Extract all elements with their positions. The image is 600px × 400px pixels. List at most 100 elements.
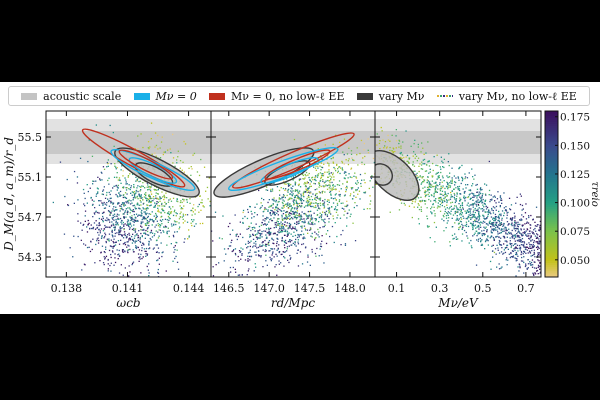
scatter-point (80, 222, 82, 224)
scatter-point (275, 201, 277, 203)
scatter-point (321, 166, 324, 169)
scatter-point (520, 239, 522, 241)
legend-item-vary-mnu-no-lowl: vary Mν, no low-ℓ EE (436, 90, 577, 103)
scatter-point (436, 154, 438, 156)
scatter-point (132, 205, 134, 207)
scatter-point (132, 209, 134, 211)
scatter-point (476, 191, 478, 193)
scatter-point (434, 213, 436, 215)
scatter-point (420, 196, 422, 198)
scatter-point (142, 256, 144, 258)
scatter-point (532, 246, 534, 248)
scatter-point (326, 171, 328, 173)
scatter-point (265, 250, 267, 252)
scatter-point (520, 260, 523, 262)
scatter-point (494, 200, 496, 202)
scatter-point (307, 215, 309, 217)
scatter-point (494, 207, 496, 209)
scatter-point (338, 166, 341, 168)
scatter-point (97, 188, 99, 190)
scatter-point (537, 264, 540, 266)
scatter-point (255, 254, 257, 256)
scatter-point (500, 222, 502, 224)
scatter-point (267, 217, 269, 219)
scatter-point (307, 182, 309, 184)
scatter-point (123, 225, 125, 227)
scatter-point (161, 136, 163, 138)
scatter-point (478, 214, 480, 216)
scatter-point (318, 183, 320, 185)
scatter-point (108, 205, 111, 207)
scatter-point (161, 205, 163, 207)
scatter-point (500, 267, 502, 269)
acoustic-band-inner (375, 131, 541, 154)
scatter-point (270, 209, 272, 212)
scatter-point (183, 241, 185, 243)
scatter-point (488, 221, 491, 223)
scatter-point (117, 196, 119, 198)
scatter-point (279, 223, 281, 225)
scatter-point (537, 246, 539, 248)
scatter-point (133, 221, 135, 223)
scatter-point (103, 201, 105, 204)
scatter-point (127, 176, 129, 178)
scatter-point (435, 191, 437, 193)
colorbar-segment (545, 181, 558, 185)
scatter-point (200, 158, 202, 161)
scatter-point (439, 203, 441, 206)
scatter-point (87, 224, 89, 226)
scatter-point (261, 230, 263, 233)
scatter-point (340, 188, 342, 190)
scatter-point (444, 200, 446, 203)
scatter-point (125, 208, 127, 210)
scatter-point (113, 213, 116, 215)
scatter-point (256, 236, 258, 238)
scatter-point (446, 207, 448, 209)
scatter-point (531, 259, 534, 261)
scatter-point (285, 215, 287, 217)
scatter-point (322, 211, 324, 213)
scatter-point (272, 239, 275, 241)
scatter-point (346, 205, 348, 208)
scatter-point (480, 187, 482, 189)
scatter-point (180, 211, 182, 213)
scatter-point (523, 244, 525, 246)
scatter-point (437, 171, 440, 174)
scatter-point (263, 199, 265, 201)
scatter-point (120, 203, 123, 206)
scatter-point (128, 184, 130, 186)
colorbar-segment (545, 260, 558, 263)
scatter-point (469, 193, 471, 195)
scatter-point (539, 240, 541, 242)
scatter-point (542, 255, 543, 256)
scatter-point (133, 191, 135, 193)
scatter-point (128, 188, 130, 190)
scatter-point (536, 233, 538, 235)
scatter-point (133, 237, 136, 239)
scatter-point (497, 216, 499, 218)
scatter-point (120, 169, 122, 171)
scatter-point (531, 266, 534, 268)
scatter-point (520, 228, 522, 230)
scatter-point (431, 175, 433, 177)
scatter-point (103, 207, 106, 209)
scatter-point (345, 171, 347, 173)
scatter-point (529, 230, 531, 232)
scatter-point (303, 213, 305, 215)
scatter-point (285, 229, 287, 231)
scatter-point (105, 248, 107, 250)
scatter-point (456, 195, 458, 197)
scatter-point (149, 196, 151, 199)
scatter-point (422, 187, 424, 189)
scatter-point (500, 232, 502, 234)
scatter-point (495, 253, 497, 255)
scatter-point (451, 195, 453, 198)
scatter-point (474, 220, 476, 222)
scatter-point (183, 171, 185, 173)
scatter-point (265, 218, 267, 220)
scatter-point (508, 228, 510, 230)
scatter-point (225, 253, 227, 255)
scatter-point (336, 217, 338, 219)
scatter-point (420, 210, 423, 212)
scatter-point (126, 183, 128, 185)
